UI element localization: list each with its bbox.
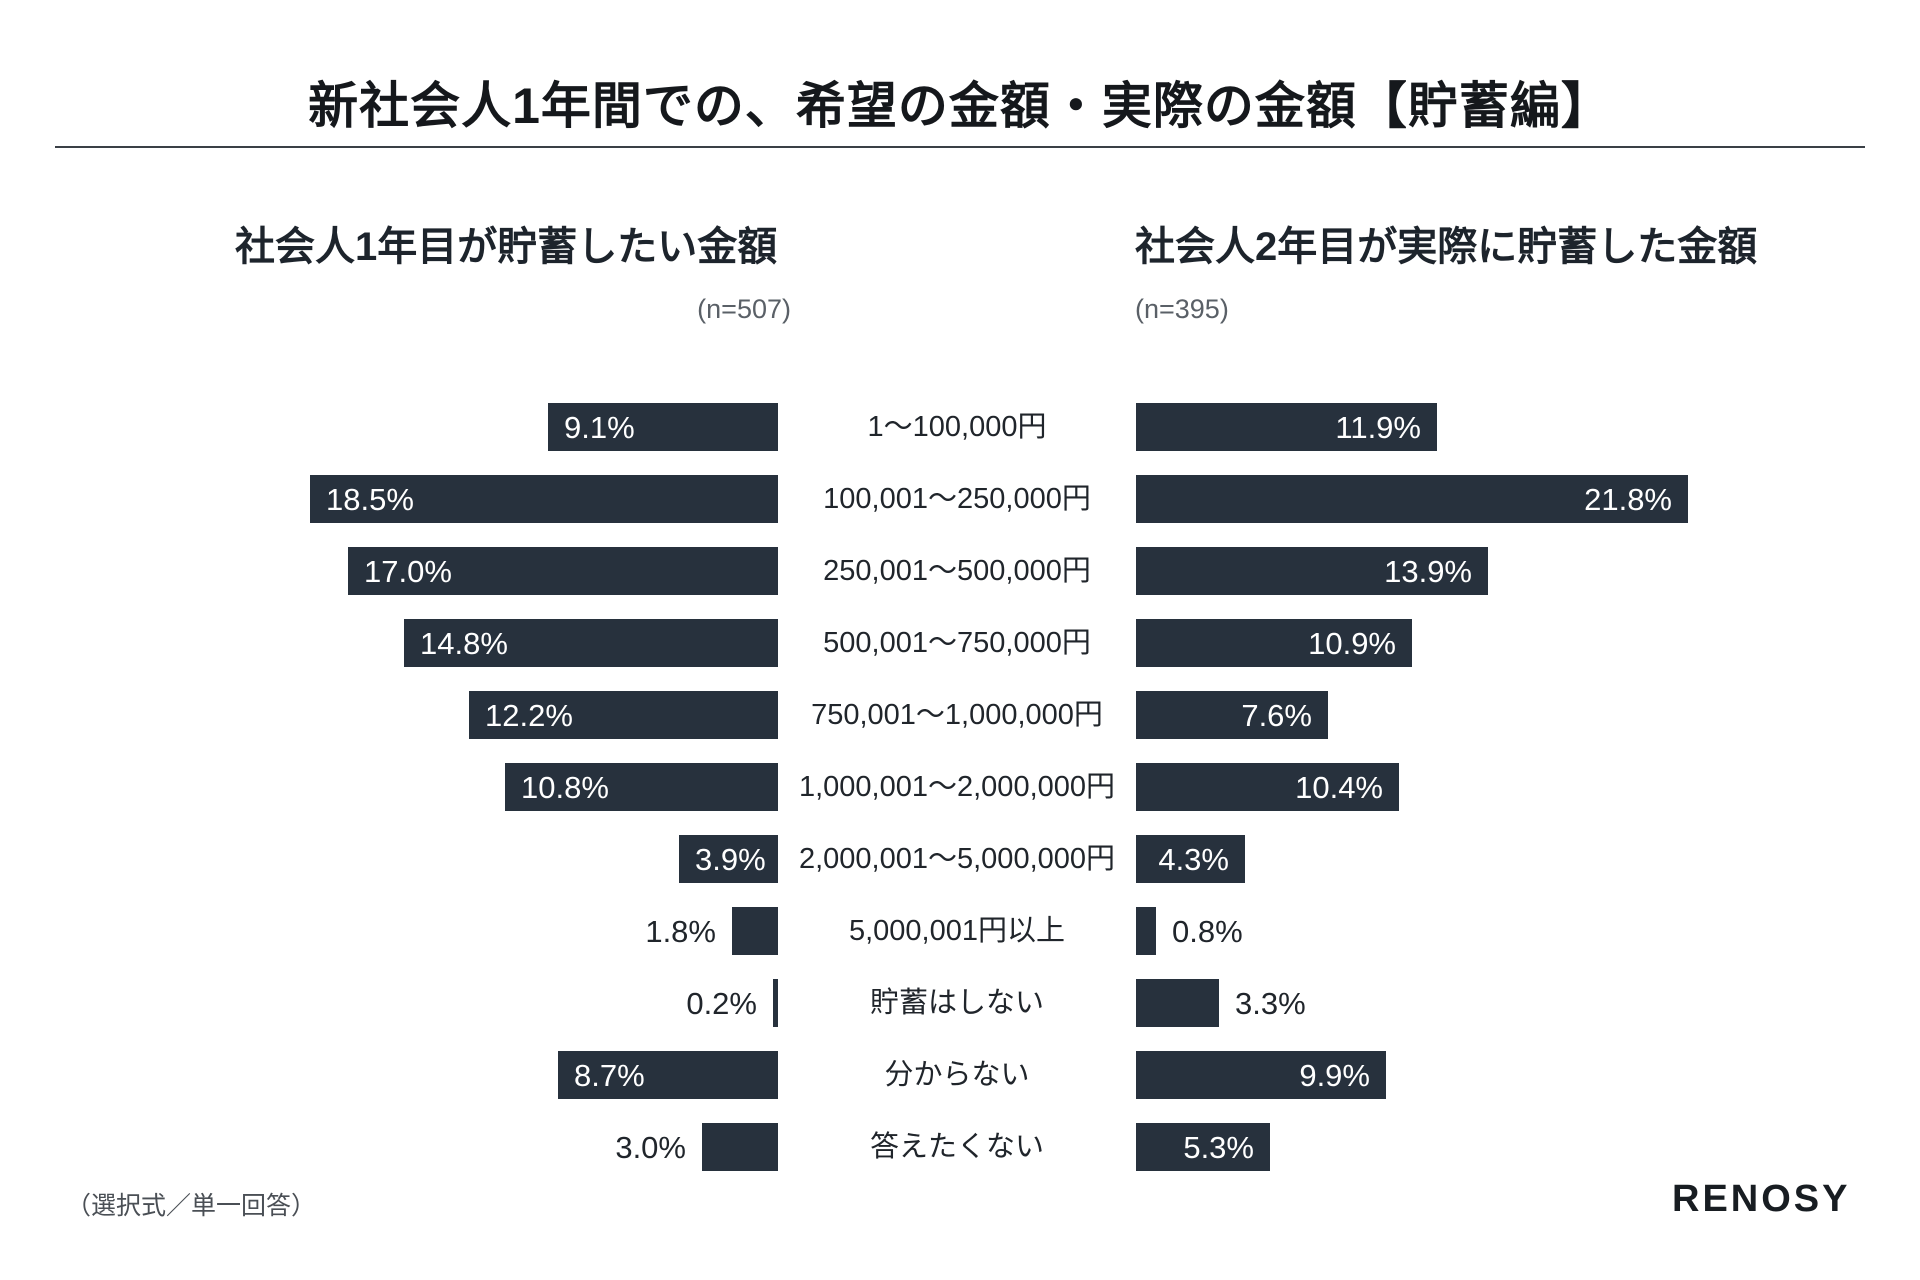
left-value-label: 17.0% — [364, 554, 452, 589]
chart-row: 1.8% 5,000,001円以上 0.8% — [0, 907, 1920, 955]
chart-row: 9.1% 1〜100,000円 11.9% — [0, 403, 1920, 451]
left-bar — [679, 835, 778, 883]
left-sample-size: (n=507) — [697, 294, 791, 324]
left-bar — [505, 763, 778, 811]
left-value-label: 0.2% — [686, 986, 757, 1021]
category-label: 1〜100,000円 — [867, 411, 1047, 443]
right-value-label: 13.9% — [1384, 554, 1472, 589]
right-bar — [1136, 619, 1412, 667]
left-bar — [348, 547, 778, 595]
category-label: 1,000,001〜2,000,000円 — [798, 771, 1116, 803]
right-bar — [1136, 475, 1688, 523]
category-label: 250,001〜500,000円 — [823, 555, 1091, 587]
left-value-label: 18.5% — [326, 482, 414, 517]
right-bar — [1136, 1051, 1386, 1099]
right-series-title: 社会人2年目が実際に貯蓄した金額 — [1135, 225, 1758, 269]
right-bar — [1136, 403, 1437, 451]
chart-row: 3.9% 2,000,001〜5,000,000円 4.3% — [0, 835, 1920, 883]
right-value-label: 5.3% — [1183, 1130, 1254, 1165]
renosy-logo: RENOSY — [1672, 1178, 1851, 1220]
chart-row: 17.0% 250,001〜500,000円 13.9% — [0, 547, 1920, 595]
category-label: 貯蓄はしない — [869, 987, 1044, 1019]
category-label: 答えたくない — [869, 1131, 1044, 1163]
right-bar — [1136, 1123, 1270, 1171]
right-value-label: 3.3% — [1235, 986, 1306, 1021]
left-value-label: 3.9% — [695, 842, 766, 877]
left-bar — [404, 619, 778, 667]
right-value-label: 21.8% — [1584, 482, 1672, 517]
right-value-label: 7.6% — [1241, 698, 1312, 733]
right-value-label: 4.3% — [1158, 842, 1229, 877]
chart-row: 18.5% 100,001〜250,000円 21.8% — [0, 475, 1920, 523]
left-bar — [310, 475, 778, 523]
right-bar — [1136, 835, 1245, 883]
right-value-label: 0.8% — [1172, 914, 1243, 949]
left-bar — [558, 1051, 778, 1099]
right-value-label: 10.9% — [1308, 626, 1396, 661]
right-value-label: 11.9% — [1335, 410, 1421, 445]
chart-row: 3.0% 答えたくない 5.3% — [0, 1123, 1920, 1171]
right-bar — [1136, 691, 1328, 739]
category-label: 100,001〜250,000円 — [823, 483, 1091, 515]
left-value-label: 8.7% — [574, 1058, 645, 1093]
left-value-label: 12.2% — [485, 698, 573, 733]
category-label: 2,000,001〜5,000,000円 — [798, 843, 1116, 875]
left-bar — [732, 907, 778, 955]
page-title: 新社会人1年間での、希望の金額・実際の金額【貯蓄編】 — [308, 78, 1612, 134]
right-bar — [1136, 907, 1156, 955]
left-value-label: 3.0% — [615, 1130, 686, 1165]
chart-row: 8.7% 分からない 9.9% — [0, 1051, 1920, 1099]
chart-row: 0.2% 貯蓄はしない 3.3% — [0, 979, 1920, 1027]
left-value-label: 14.8% — [420, 626, 508, 661]
left-bar — [773, 979, 778, 1027]
right-sample-size: (n=395) — [1135, 294, 1229, 324]
left-series-title: 社会人1年目が貯蓄したい金額 — [235, 225, 778, 269]
left-value-label: 1.8% — [645, 914, 716, 949]
right-bar — [1136, 979, 1219, 1027]
right-value-label: 9.9% — [1299, 1058, 1370, 1093]
category-label: 750,001〜1,000,000円 — [811, 699, 1103, 731]
left-bar — [702, 1123, 778, 1171]
survey-method-note: （選択式／単一回答） — [66, 1192, 317, 1220]
right-bar — [1136, 763, 1399, 811]
title-divider — [55, 146, 1865, 148]
right-bar — [1136, 547, 1488, 595]
category-label: 分からない — [884, 1059, 1030, 1091]
left-value-label: 9.1% — [564, 410, 635, 445]
left-value-label: 10.8% — [521, 770, 609, 805]
left-bar — [548, 403, 778, 451]
chart-row: 12.2% 750,001〜1,000,000円 7.6% — [0, 691, 1920, 739]
category-label: 5,000,001円以上 — [848, 915, 1065, 947]
category-label: 500,001〜750,000円 — [823, 627, 1091, 659]
chart-row: 10.8% 1,000,001〜2,000,000円 10.4% — [0, 763, 1920, 811]
right-value-label: 10.4% — [1295, 770, 1383, 805]
left-bar — [469, 691, 778, 739]
chart-row: 14.8% 500,001〜750,000円 10.9% — [0, 619, 1920, 667]
